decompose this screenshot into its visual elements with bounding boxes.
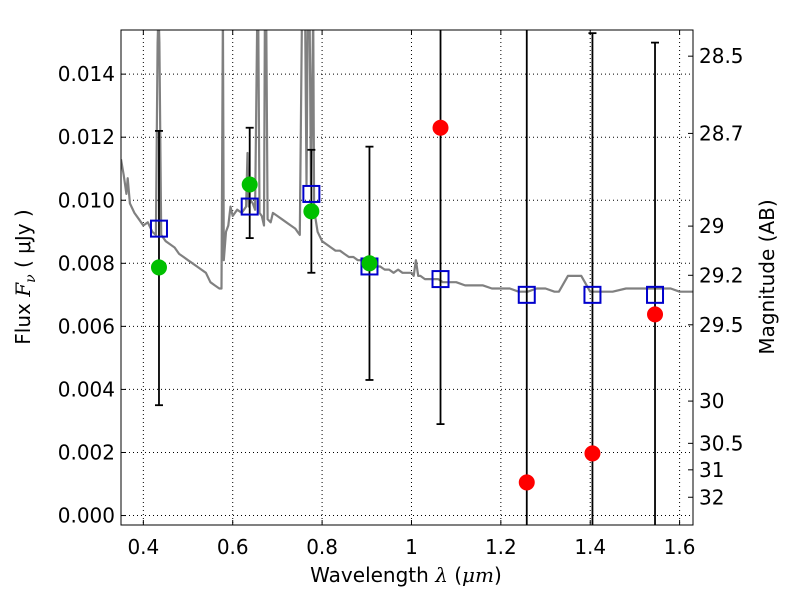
model-point <box>431 270 450 289</box>
non-detection-point <box>584 445 601 462</box>
non-detection-points <box>432 119 664 491</box>
grid-lines <box>121 30 693 525</box>
x-tick-label: 0.8 <box>306 535 338 559</box>
model-spectrum <box>121 30 693 293</box>
y2-tick-label: 30.5 <box>699 431 744 455</box>
y-tick-label: 0.008 <box>58 251 115 275</box>
y2-tick-label: 28.5 <box>699 44 744 68</box>
x-tick-label: 0.4 <box>127 535 159 559</box>
x-tick-label: 0.6 <box>217 535 249 559</box>
x-tick-label: 1 <box>405 535 418 559</box>
y-tick-label: 0.002 <box>58 440 115 464</box>
y2-tick-label: 32 <box>699 485 724 509</box>
non-detection-point <box>518 474 535 491</box>
spectrum-line <box>121 30 693 293</box>
model-point <box>149 219 168 238</box>
detection-point <box>150 259 167 276</box>
y2-tick-label: 28.7 <box>699 121 744 145</box>
detection-point <box>361 255 378 272</box>
y-tick-label: 0.012 <box>58 125 115 149</box>
y2-axis-ticks: 28.5 28.7 29 29.2 29.5 30 30.5 31 32 <box>688 44 744 509</box>
y-tick-label: 0.006 <box>58 314 115 338</box>
detection-point <box>241 176 258 193</box>
non-detection-point <box>647 306 664 323</box>
plot-frame <box>120 29 694 526</box>
y-tick-label: 0.014 <box>58 62 115 86</box>
x-tick-label: 1.2 <box>485 535 517 559</box>
y-axis-label: Flux Fν ( μJy ) <box>11 209 39 344</box>
y-tick-label: 0.004 <box>58 377 115 401</box>
y2-tick-label: 29 <box>699 214 724 238</box>
detection-point <box>303 203 320 220</box>
y-tick-label: 0.010 <box>58 188 115 212</box>
y2-tick-label: 29.5 <box>699 313 744 337</box>
y2-tick-label: 30 <box>699 389 724 413</box>
y2-tick-label: 29.2 <box>699 263 744 287</box>
x-axis-ticks: 0.4 0.6 0.8 1 1.2 1.4 1.6 <box>127 30 696 559</box>
x-tick-label: 1.4 <box>574 535 606 559</box>
model-point <box>583 285 602 304</box>
model-point <box>302 184 321 203</box>
model-point <box>646 285 665 304</box>
x-tick-label: 1.6 <box>664 535 696 559</box>
model-point <box>517 285 536 304</box>
detection-points <box>150 176 378 276</box>
plot-background <box>121 30 693 525</box>
y-axis-ticks: 0.000 0.002 0.004 0.006 0.008 0.010 0.012 0.014 <box>58 62 126 528</box>
y2-tick-label: 31 <box>699 458 724 482</box>
model-photometry-points <box>149 184 665 304</box>
y-tick-label: 0.000 <box>58 504 115 528</box>
model-point <box>240 197 259 216</box>
non-detection-point <box>432 119 449 136</box>
x-axis-label: Wavelength λ (μm) <box>310 563 502 587</box>
y2-axis-label: Magnitude (AB) <box>755 199 779 354</box>
